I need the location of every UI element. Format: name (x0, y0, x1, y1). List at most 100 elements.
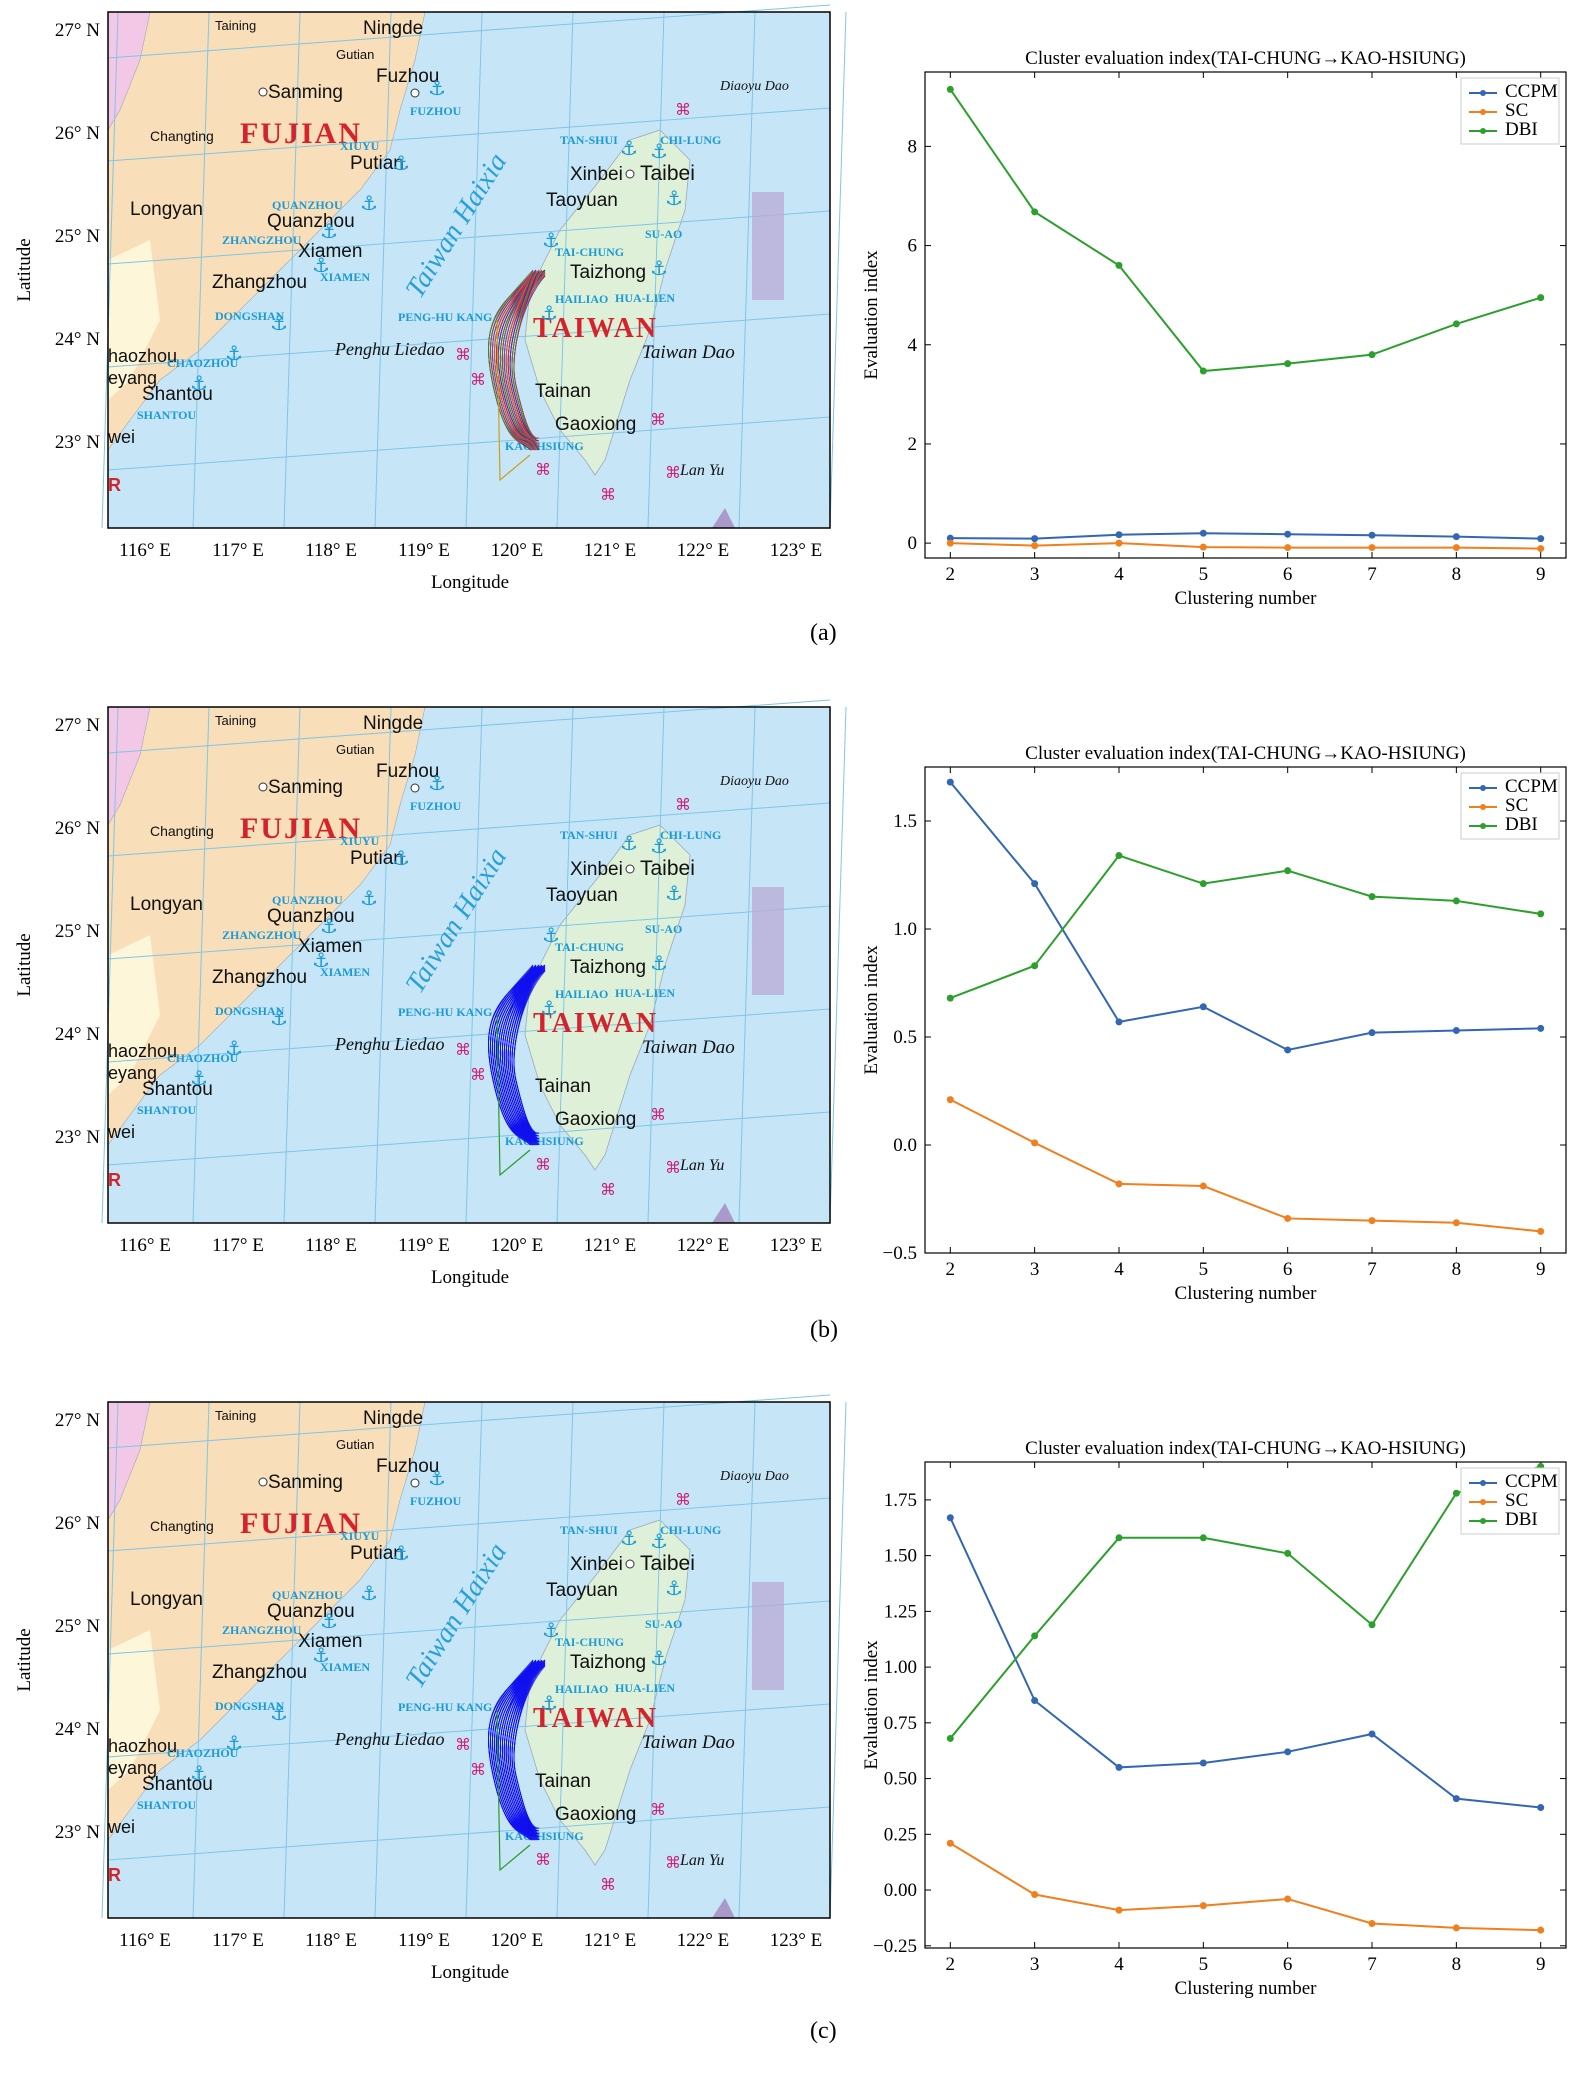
x-tick-label: 2 (946, 1259, 956, 1280)
anchor-icon: ⚓ (392, 1543, 410, 1565)
port-label: CHAOZHOU (167, 1051, 239, 1065)
city-label: Shantou (142, 384, 213, 405)
data-point-sc (1031, 1890, 1039, 1898)
port-label: SU-AO (645, 227, 682, 241)
mainland-guangdong (108, 240, 160, 400)
x-tick-label: 2 (946, 564, 956, 585)
city-label: Longyan (130, 199, 203, 220)
city-label: Putian (350, 1543, 404, 1564)
city-label: Tainan (535, 1771, 591, 1792)
anchor-icon: ⚓ (320, 916, 338, 938)
data-point-ccpm (1115, 1763, 1123, 1771)
island-label: Penghu Liedao (334, 1034, 445, 1054)
city-label: Tainan (535, 381, 591, 402)
island-label: Penghu Liedao (334, 339, 445, 359)
ship-route (489, 1660, 534, 1830)
parallel-line (107, 416, 831, 471)
port-label: DONGSHAN (215, 1004, 285, 1018)
data-point-dbi (1368, 1621, 1376, 1629)
parallel-line (107, 210, 831, 265)
data-point-ccpm (1452, 1795, 1460, 1803)
series-line-dbi (949, 88, 1541, 373)
caption-c: (c) (810, 2018, 837, 2044)
meridian-line (738, 706, 756, 1224)
chart-title: Cluster evaluation index(TAI-CHUNG→KAO-H… (1025, 1438, 1466, 1459)
anchor-icon: ⚓ (360, 1583, 378, 1605)
port-label: TAI-CHUNG (555, 1635, 624, 1649)
reef-icon: ⌘ (535, 462, 551, 479)
lon-tick: 119° E (398, 1235, 450, 1256)
ship-route (507, 272, 538, 439)
city-label: Changting (150, 823, 214, 839)
port-label: HAILIAO (555, 987, 608, 1001)
anchor-icon: ⚓ (650, 258, 668, 280)
data-point-sc (1031, 542, 1039, 550)
data-point-dbi (1031, 1632, 1039, 1640)
port-label: HUA-LIEN (615, 986, 675, 1000)
port-label: XIUYU (340, 1529, 380, 1543)
city-label: Sanming (268, 1472, 343, 1493)
port-label: TAN-SHUI (560, 133, 618, 147)
port-label: PENG-HU KANG (398, 1005, 492, 1019)
map-ylabel: Latitude (14, 1628, 35, 1691)
data-point-sc (1115, 539, 1123, 547)
series-line-dbi (949, 1465, 1541, 1740)
parallel-line (107, 313, 831, 368)
legend-marker (1480, 1518, 1486, 1524)
y-tick-label: 1.25 (884, 1601, 917, 1622)
data-point-dbi (1031, 962, 1039, 970)
city-label: Fuzhou (376, 1456, 439, 1477)
ship-route (503, 965, 536, 1134)
mainland-guangdong (108, 935, 160, 1095)
reef-icon: ⌘ (665, 1160, 681, 1177)
island-label: Penghu Liedao (334, 1729, 445, 1749)
reef-icon: ⌘ (455, 347, 471, 364)
lon-tick: 118° E (305, 1930, 357, 1951)
x-tick-label: 7 (1367, 1259, 1377, 1280)
taiwan-island (524, 1519, 691, 1866)
plot-frame (924, 766, 1567, 1254)
data-point-ccpm (1452, 533, 1460, 541)
ship-route (509, 273, 538, 439)
chart-ylabel: Evaluation index (861, 945, 882, 1075)
ship-route (511, 1664, 539, 1829)
data-point-ccpm (1115, 1018, 1123, 1026)
ship-route (511, 969, 539, 1134)
lon-tick: 119° E (398, 540, 450, 561)
city-dot (258, 1477, 268, 1487)
y-tick-label: 0.75 (884, 1713, 917, 1734)
series-line-sc (950, 542, 1541, 550)
lon-tick: 122° E (677, 1930, 729, 1951)
meridian-line (374, 1401, 392, 1919)
lat-tick: 26° N (55, 1513, 100, 1534)
legend-label: DBI (1505, 119, 1538, 140)
city-dot (410, 1478, 420, 1488)
meridian-line (556, 1401, 574, 1919)
city-label: Zhangzhou (212, 1662, 307, 1683)
x-tick-label: 3 (1030, 1954, 1040, 1975)
anchor-icon: ⚓ (665, 883, 683, 905)
anchor-icon: ⚓ (270, 313, 288, 335)
anchor-icon: ⚓ (428, 773, 446, 795)
anchor-icon: ⚓ (320, 221, 338, 243)
parallel-line (107, 1394, 831, 1449)
anchor-icon: ⚓ (270, 1703, 288, 1725)
data-point-dbi (1115, 261, 1123, 269)
city-label: eyang (108, 1758, 157, 1778)
port-label: ZHANGZHOU (222, 1623, 302, 1637)
chart-b: Cluster evaluation index(TAI-CHUNG→KAO-H… (861, 743, 1567, 1304)
anchor-icon: ⚓ (190, 1068, 208, 1090)
lon-tick: 116° E (119, 1930, 171, 1951)
city-label: R (108, 1865, 121, 1885)
port-label: FUZHOU (410, 799, 462, 813)
lon-tick: 120° E (491, 1235, 543, 1256)
legend-label: CCPM (1505, 1471, 1558, 1492)
port-label: XIUYU (340, 139, 380, 153)
y-tick-label: 0.5 (893, 1027, 917, 1048)
meridian-line (101, 706, 119, 1224)
series-line-dbi (949, 854, 1541, 1000)
ship-route (513, 970, 540, 1134)
data-point-ccpm (1199, 1759, 1207, 1767)
data-point-sc (1284, 1895, 1292, 1903)
meridian-line (829, 11, 847, 529)
